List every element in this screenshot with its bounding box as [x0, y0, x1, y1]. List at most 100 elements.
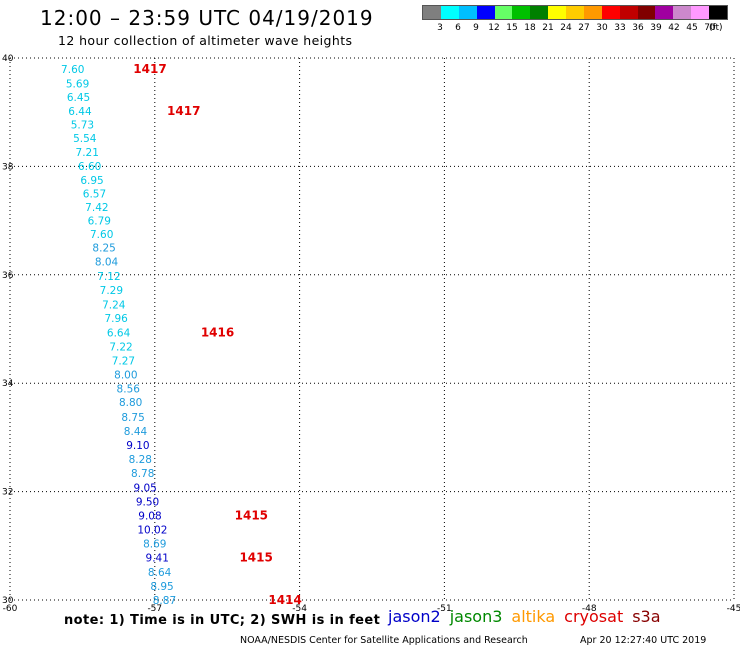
wave-height-label: 5.54	[73, 133, 97, 145]
legend-swatch	[458, 6, 477, 19]
note-text: note: 1) Time is in UTC; 2) SWH is in fe…	[64, 613, 381, 628]
chart-subtitle: 12 hour collection of altimeter wave hei…	[58, 33, 353, 48]
x-tick-label: -57	[147, 604, 162, 614]
y-tick-label: 40	[2, 54, 14, 64]
x-tick-label: -45	[727, 604, 740, 614]
wave-height-label: 6.79	[88, 216, 111, 228]
legend-label: 21	[542, 23, 554, 33]
legend-swatch	[494, 6, 513, 19]
wave-height-label: 5.73	[71, 120, 94, 132]
legend-label: 3	[437, 23, 443, 33]
satellite-label-cryosat: cryosat	[564, 607, 624, 626]
legend-swatch	[566, 6, 584, 19]
wave-height-label: 6.64	[107, 327, 131, 339]
wave-height-label: 8.75	[121, 412, 144, 424]
legend-label: 27	[578, 23, 590, 33]
legend-label: 45	[686, 23, 698, 33]
wave-height-label: 7.60	[61, 64, 84, 76]
legend-label: 39	[650, 23, 662, 33]
satellite-label-altika: altika	[511, 607, 556, 626]
x-tick-label: -48	[582, 604, 597, 614]
legend-label: 15	[506, 23, 518, 33]
legend-swatch	[709, 6, 727, 19]
wave-height-label: 6.57	[83, 189, 106, 201]
time-label: 1415	[235, 508, 268, 522]
wave-height-label: 8.78	[131, 468, 154, 480]
wave-height-label: 6.95	[80, 175, 103, 187]
wave-height-label: 6.44	[68, 106, 92, 118]
legend-swatch	[423, 6, 441, 19]
legend-swatch	[673, 6, 692, 19]
y-tick-label: 30	[2, 596, 14, 606]
footer-timestamp: Apr 20 12:27:40 UTC 2019	[580, 635, 707, 646]
legend-swatches	[422, 5, 728, 20]
wave-height-label: 5.69	[66, 78, 89, 90]
legend-labels: (ft) 3 6 9 12 15 18 21 24 27 30 33 36 39 42 45 70	[422, 23, 728, 35]
wave-height-label: 7.22	[109, 341, 132, 353]
y-tick-label: 38	[2, 162, 14, 172]
time-label: 1416	[201, 325, 234, 339]
wave-height-label: 8.80	[119, 397, 142, 409]
y-tick-label: 36	[2, 271, 14, 281]
footer-credit: NOAA/NESDIS Center for Satellite Applica…	[240, 635, 528, 646]
wave-height-label: 9.50	[136, 496, 159, 508]
wave-height-label: 7.27	[112, 355, 135, 367]
y-tick-label: 34	[2, 379, 14, 389]
satellite-label-s3a: s3a	[632, 607, 661, 626]
legend-label: 30	[596, 23, 608, 33]
wave-height-label: 6.60	[78, 161, 101, 173]
wave-height-label: 9.41	[146, 553, 169, 565]
legend-label: 6	[455, 23, 461, 33]
wave-height-label: 7.12	[97, 271, 120, 283]
time-label: 1417	[167, 104, 200, 118]
wave-height-label: 8.28	[129, 454, 152, 466]
legend-label: 42	[668, 23, 680, 33]
legend-label: 36	[632, 23, 644, 33]
wave-height-label: 8.04	[95, 256, 119, 268]
legend-swatch	[655, 6, 674, 19]
wave-height-label: 7.29	[100, 285, 123, 297]
legend-swatch	[512, 6, 531, 19]
chart-title: 12:00 – 23:59 UTC 04/19/2019	[40, 6, 374, 30]
wave-height-label: 8.00	[114, 370, 137, 382]
legend-swatch	[476, 6, 495, 19]
legend-swatch	[637, 6, 656, 19]
wave-height-label: 8.64	[148, 567, 172, 579]
wave-height-label: 9.05	[133, 482, 156, 494]
wave-height-label: 6.45	[67, 92, 90, 104]
time-label: 1417	[133, 62, 166, 76]
legend-swatch	[619, 6, 638, 19]
y-tick-label: 32	[2, 488, 13, 498]
legend-label: 12	[488, 23, 500, 33]
legend-swatch	[583, 6, 602, 19]
wave-height-label: 7.21	[76, 147, 99, 159]
time-label: 1415	[239, 551, 272, 565]
legend-label: 9	[473, 23, 479, 33]
wave-height-label: 7.96	[104, 313, 128, 325]
wave-height-label: 8.44	[124, 426, 148, 438]
legend-unit: (ft)	[709, 23, 723, 33]
wave-height-label: 10.02	[137, 525, 167, 537]
legend-swatch	[548, 6, 566, 19]
x-tick-label: -54	[292, 604, 307, 614]
legend-label: 70	[704, 23, 716, 33]
color-scale-legend: (ft) 3 6 9 12 15 18 21 24 27 30 33 36 39 42 45 70	[422, 5, 728, 35]
wave-height-label: 9.10	[126, 440, 149, 452]
satellite-label-jason3: jason3	[449, 607, 503, 626]
legend-swatch	[691, 6, 709, 19]
wave-height-label: 8.87	[153, 595, 176, 607]
wave-height-label: 9.08	[138, 510, 161, 522]
satellite-legend: jason2 jason3 altika cryosat s3a	[388, 607, 670, 626]
wave-height-label: 7.42	[85, 202, 108, 214]
x-tick-label: -60	[3, 604, 18, 614]
legend-label: 33	[614, 23, 626, 33]
x-tick-label: -51	[437, 604, 452, 614]
wave-height-label: 8.69	[143, 539, 166, 551]
time-label: 1414	[268, 593, 301, 607]
satellite-label-jason2: jason2	[388, 607, 441, 626]
legend-label: 18	[524, 23, 536, 33]
legend-swatch	[530, 6, 549, 19]
wave-height-label: 7.24	[102, 300, 126, 312]
